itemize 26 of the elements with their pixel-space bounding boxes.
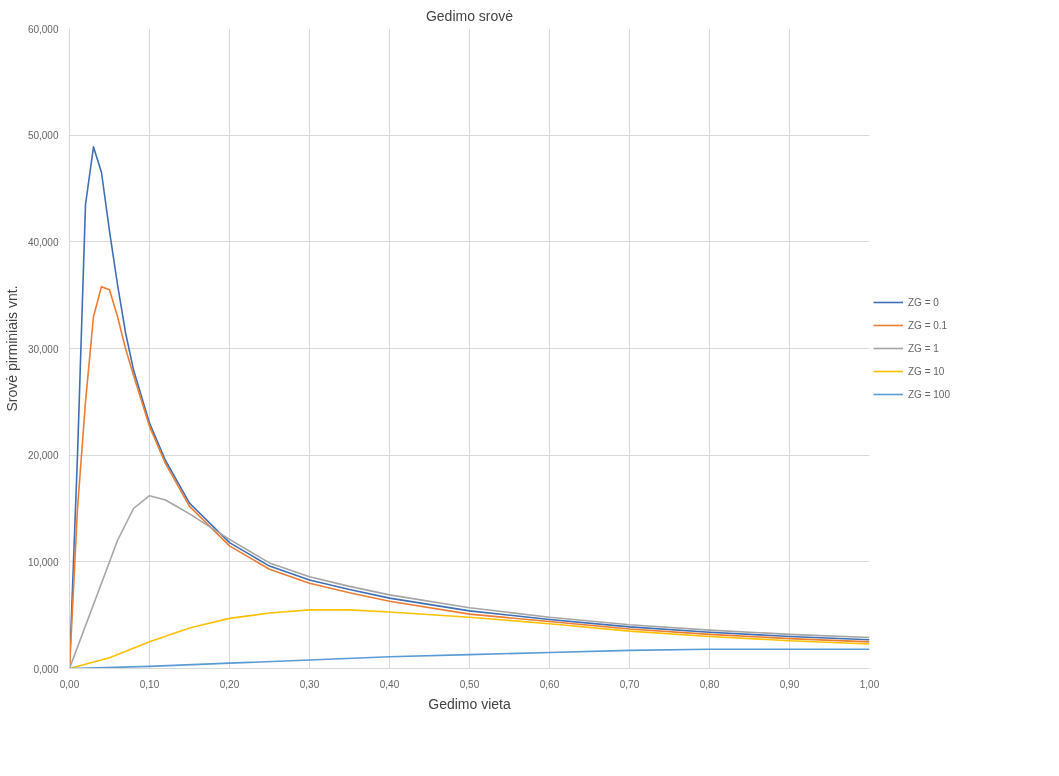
x-tick-label: 0,20 [219,678,240,690]
y-tick-label: 60,000 [27,23,59,35]
y-tick-label: 40,000 [27,236,59,248]
x-tick-label: 0,50 [459,678,480,690]
legend-label: ZG = 1 [908,342,939,354]
x-tick-label: 1,00 [859,678,880,690]
x-tick-label: 0,70 [619,678,640,690]
legend-label: ZG = 100 [908,388,950,400]
x-tick-label: 0,00 [59,678,80,690]
y-axis-title: Srovė pirminiais vnt. [3,285,20,412]
x-tick-label: 0,60 [539,678,560,690]
x-tick-label: 0,90 [779,678,800,690]
legend-label: ZG = 10 [908,365,945,377]
y-tick-label: 0,000 [33,663,59,675]
legend-label: ZG = 0.1 [908,319,948,331]
y-tick-label: 30,000 [27,343,59,355]
y-tick-label: 20,000 [27,450,59,462]
x-tick-label: 0,40 [379,678,400,690]
x-tick-label: 0,30 [299,678,320,690]
x-tick-label: 0,80 [699,678,720,690]
y-tick-label: 50,000 [27,130,59,142]
x-tick-label: 0,10 [139,678,160,690]
legend-label: ZG = 0 [908,296,939,308]
chart-title: Gedimo srovė [425,7,514,24]
y-tick-label: 10,000 [27,556,59,568]
x-axis-title: Gedimo vieta [428,695,511,712]
